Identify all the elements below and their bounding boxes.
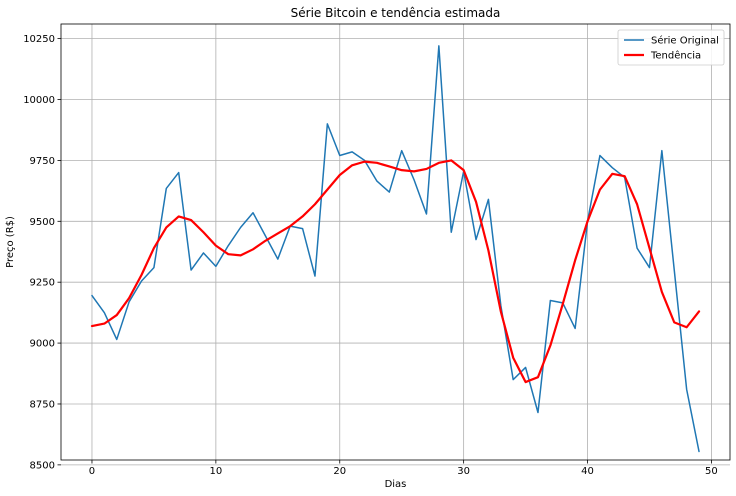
series-line-trend (90, 159, 701, 384)
legend: Série Original Tendência (617, 29, 725, 66)
x-tick-label: 50 (705, 466, 718, 477)
y-axis: 8500 8750 9000 9250 9500 9750 10000 10250 (23, 34, 61, 471)
y-tick-label: 10250 (23, 34, 55, 45)
legend-box (617, 29, 725, 66)
x-tick-label: 30 (457, 466, 470, 477)
chart-title: Série Bitcoin e tendência estimada (291, 6, 501, 20)
y-tick-label: 8500 (30, 460, 55, 471)
y-tick-label: 9250 (30, 278, 55, 289)
y-axis-label: Preço (R$) (5, 216, 16, 268)
x-axis-label: Dias (385, 479, 407, 490)
plot-frame (60, 23, 731, 461)
y-tick-label: 10000 (23, 95, 55, 106)
x-tick-label: 10 (209, 466, 222, 477)
x-tick-label: 40 (581, 466, 594, 477)
x-tick-label: 0 (89, 466, 95, 477)
y-tick-label: 9000 (30, 339, 55, 350)
y-tick-label: 9750 (30, 156, 55, 167)
y-tick-label: 8750 (30, 399, 55, 410)
series-line-original (91, 45, 700, 453)
legend-label: Tendência (650, 50, 701, 62)
y-tick-label: 9500 (30, 217, 55, 228)
x-tick-label: 20 (333, 466, 346, 477)
legend-label: Série Original (651, 35, 719, 47)
series-layer (90, 45, 701, 453)
x-axis: 0 10 20 30 40 50 (89, 460, 718, 477)
